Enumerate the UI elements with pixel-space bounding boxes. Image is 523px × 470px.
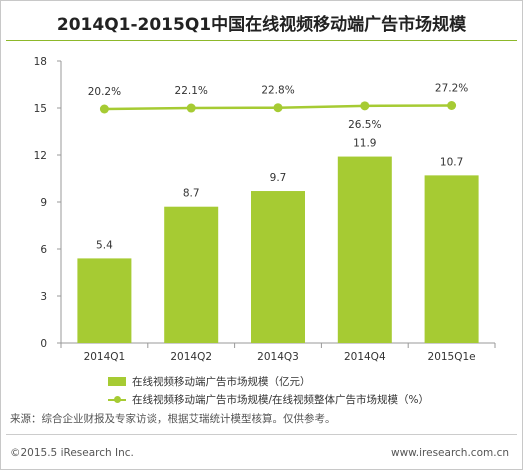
legend-item-line: 在线视频移动端广告市场规模/在线视频整体广告市场规模（%） — [108, 390, 429, 408]
chart-legend: 在线视频移动端广告市场规模（亿元） 在线视频移动端广告市场规模/在线视频整体广告… — [108, 372, 429, 408]
y-tick-label: 18 — [34, 56, 47, 68]
legend-item-bar: 在线视频移动端广告市场规模（亿元） — [108, 372, 429, 390]
website-text: www.iresearch.com.cn — [390, 447, 509, 459]
x-tick-label: 2015Q1e — [428, 351, 476, 363]
line-data-label: 27.2% — [435, 83, 468, 95]
bar — [251, 191, 305, 343]
chart-title: 2014Q1-2015Q1中国在线视频移动端广告市场规模 — [56, 15, 467, 35]
line-point — [99, 104, 109, 114]
line-point — [360, 101, 370, 111]
legend-bar-label: 在线视频移动端广告市场规模（亿元） — [132, 375, 311, 388]
bar-data-label: 5.4 — [96, 239, 113, 251]
line-data-label: 22.8% — [261, 85, 294, 97]
x-tick-label: 2014Q1 — [84, 351, 126, 363]
y-tick-label: 12 — [34, 150, 47, 162]
x-tick-label: 2014Q3 — [257, 351, 299, 363]
y-tick-label: 15 — [34, 103, 47, 115]
x-tick-label: 2014Q2 — [170, 351, 212, 363]
bar-data-label: 9.7 — [270, 172, 287, 184]
bar — [77, 258, 132, 343]
line-data-label: 20.2% — [88, 86, 121, 98]
bar-data-label: 8.7 — [183, 188, 200, 200]
bar-data-label: 11.9 — [353, 138, 376, 150]
line-point — [186, 103, 196, 113]
legend-bar-swatch — [108, 376, 126, 386]
footer-divider — [6, 434, 517, 435]
line-point — [273, 103, 283, 113]
line-data-label: 22.1% — [175, 85, 208, 97]
x-tick-label: 2014Q4 — [344, 351, 386, 363]
bar — [424, 175, 479, 343]
legend-line-swatch — [108, 395, 126, 404]
y-tick-label: 9 — [40, 197, 47, 209]
copyright-text: ©2015.5 iResearch Inc. — [10, 447, 134, 459]
y-tick-label: 6 — [40, 244, 47, 256]
y-tick-label: 0 — [40, 338, 47, 350]
bar-data-label: 10.7 — [440, 156, 463, 168]
legend-line-label: 在线视频移动端广告市场规模/在线视频整体广告市场规模（%） — [132, 393, 430, 406]
line-data-label: 26.5% — [348, 119, 381, 131]
bar — [337, 156, 392, 343]
title-divider — [6, 40, 517, 41]
y-tick-label: 3 — [40, 291, 47, 303]
line-point — [447, 101, 457, 110]
source-note: 来源：综合企业财报及专家访谈，根据艾瑞统计模型核算。仅供参考。 — [10, 413, 336, 425]
bar — [164, 206, 219, 343]
